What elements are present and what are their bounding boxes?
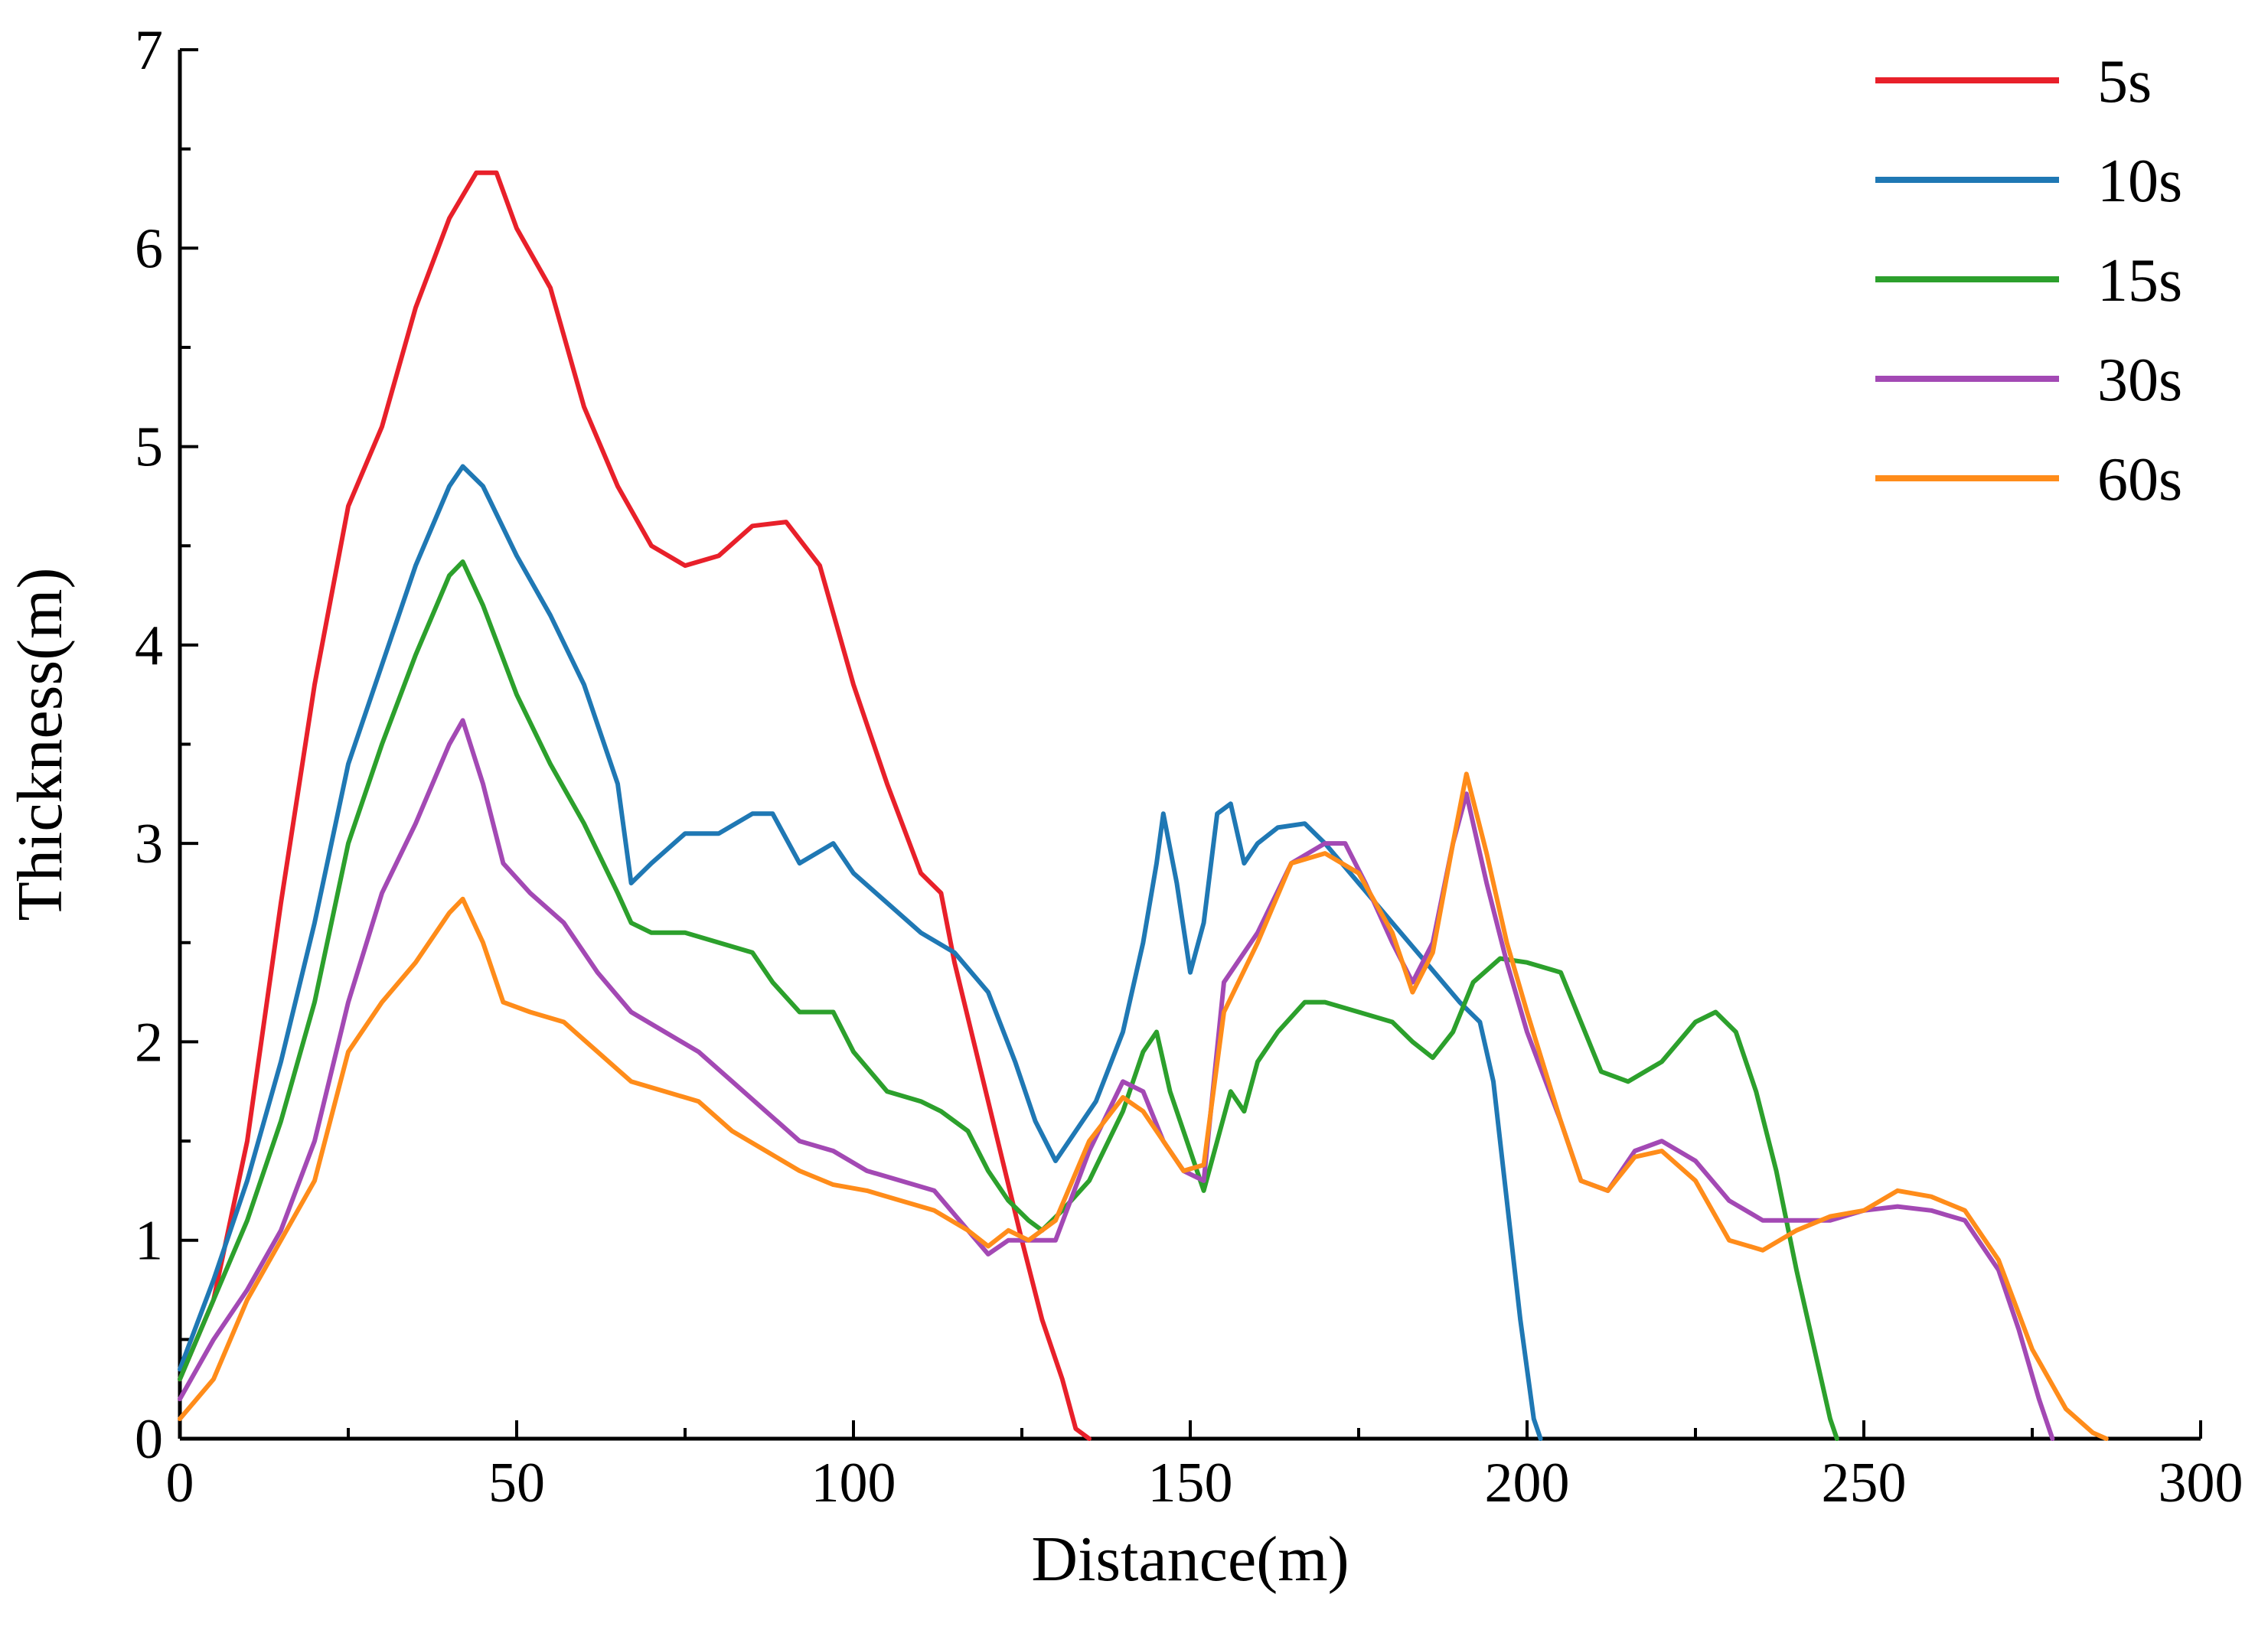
x-tick-label: 100 — [811, 1452, 896, 1514]
x-tick-label: 50 — [488, 1452, 545, 1514]
series-line-60s — [178, 771, 2109, 1441]
y-axis-title: Thickness(m) — [5, 568, 76, 921]
series-lines — [178, 170, 2109, 1441]
y-tick-label: 0 — [135, 1408, 163, 1471]
x-axis-title: Distance(m) — [1031, 1524, 1349, 1595]
legend-label-15s: 15s — [2097, 247, 2182, 315]
y-tick-label: 3 — [135, 813, 163, 875]
x-tick-label: 200 — [1485, 1452, 1570, 1514]
legend-label-5s: 5s — [2097, 48, 2152, 116]
y-tick-label: 1 — [135, 1210, 163, 1273]
y-tick-label: 7 — [135, 19, 163, 82]
y-tick-label: 2 — [135, 1011, 163, 1074]
series-line-30s — [178, 718, 2055, 1441]
series-line-10s — [178, 464, 1543, 1441]
series-line-5s — [178, 170, 1092, 1441]
x-tick-label: 0 — [166, 1452, 194, 1514]
axes: 0 50 100 150 200 250 300 0 1 2 3 4 5 6 7 — [135, 19, 2244, 1514]
x-tick-label: 300 — [2159, 1452, 2244, 1514]
x-tick-label: 250 — [1822, 1452, 1907, 1514]
legend-label-30s: 30s — [2097, 347, 2182, 414]
legend-label-60s: 60s — [2097, 446, 2182, 513]
y-tick-label: 6 — [135, 217, 163, 280]
y-tick-label: 5 — [135, 416, 163, 479]
x-tick-label: 150 — [1148, 1452, 1233, 1514]
series-line-15s — [178, 559, 1839, 1441]
y-tick-label: 4 — [135, 615, 163, 677]
legend: 5s 10s 15s 30s 60s — [1875, 48, 2182, 513]
legend-label-10s: 10s — [2097, 148, 2182, 215]
